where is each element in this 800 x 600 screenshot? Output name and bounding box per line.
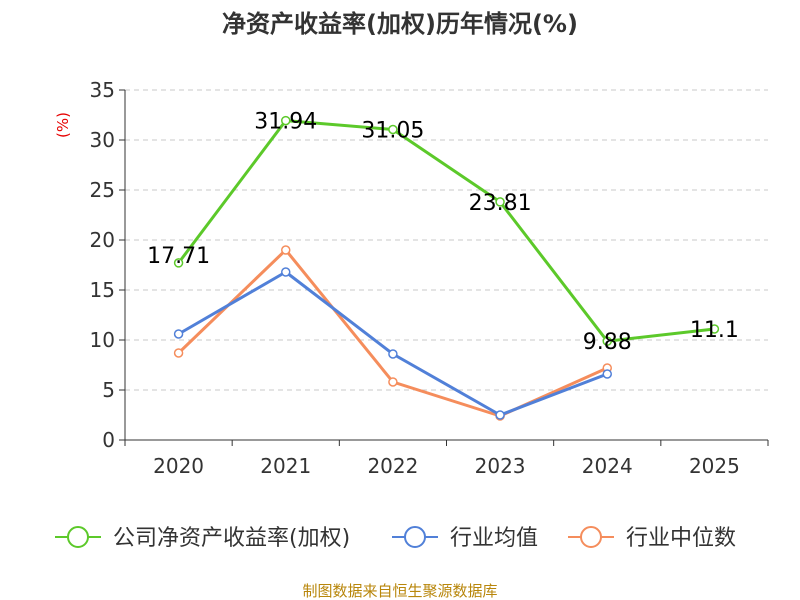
- y-tick-label: 20: [90, 228, 115, 252]
- data-labels: 17.71 31.94 31.05 23.81 9.88 11.1: [147, 110, 739, 356]
- data-point: [388, 124, 398, 135]
- y-tick-label: 15: [90, 278, 115, 302]
- chart-title: 净资产收益率(加权)历年情况(%): [222, 10, 578, 38]
- legend-marker: [404, 526, 426, 548]
- source-note: 制图数据来自恒生聚源数据库: [302, 582, 497, 600]
- data-point: [388, 377, 398, 387]
- data-label: 31.05: [361, 119, 424, 144]
- data-label: 31.94: [254, 110, 317, 135]
- data-point: [388, 349, 398, 359]
- x-tick-label: 2022: [367, 454, 418, 478]
- series-line: [177, 248, 608, 418]
- y-tick-label: 10: [90, 328, 115, 352]
- legend-marker: [580, 526, 602, 548]
- data-point: [173, 329, 184, 339]
- y-tick-label: 30: [90, 128, 115, 152]
- data-point: [602, 336, 612, 346]
- legend: 公司净资产收益率(加权) 行业均值 行业中位数: [55, 526, 736, 551]
- gridlines: [125, 89, 768, 391]
- y-tick-label: 25: [90, 178, 115, 202]
- legend-label: 行业均值: [450, 526, 538, 551]
- data-point: [281, 115, 291, 126]
- x-axis: 2020 2021 2022 2023 2024 2025: [124, 439, 769, 478]
- data-label: 17.71: [147, 244, 210, 269]
- legend-label: 公司净资产收益率(加权): [113, 526, 350, 551]
- x-tick-label: 2024: [582, 454, 633, 478]
- series-layer: [173, 115, 720, 421]
- series-line: [177, 270, 608, 417]
- data-point: [281, 245, 291, 255]
- data-point: [602, 369, 612, 379]
- legend-label: 行业中位数: [626, 526, 736, 551]
- data-point: [495, 197, 505, 207]
- data-point: [281, 267, 291, 277]
- y-tick-label: 35: [90, 78, 115, 102]
- legend-marker: [67, 526, 89, 548]
- data-point: [173, 258, 184, 268]
- y-axis-unit: (%): [54, 112, 72, 138]
- data-point: [709, 324, 720, 334]
- x-tick-label: 2020: [153, 454, 204, 478]
- x-tick-label: 2023: [475, 454, 526, 478]
- data-point: [495, 410, 505, 420]
- y-tick-label: 0: [102, 428, 115, 452]
- data-label: 9.88: [583, 330, 632, 355]
- y-axis: 0 5 10 15 20 25 30 35: [90, 78, 126, 452]
- data-label: 11.1: [690, 318, 739, 343]
- y-tick-label: 5: [102, 378, 115, 402]
- data-point: [173, 348, 184, 358]
- x-tick-label: 2021: [260, 454, 311, 478]
- series-line: [177, 119, 715, 343]
- x-tick-label: 2025: [689, 454, 740, 478]
- data-label: 23.81: [469, 191, 532, 216]
